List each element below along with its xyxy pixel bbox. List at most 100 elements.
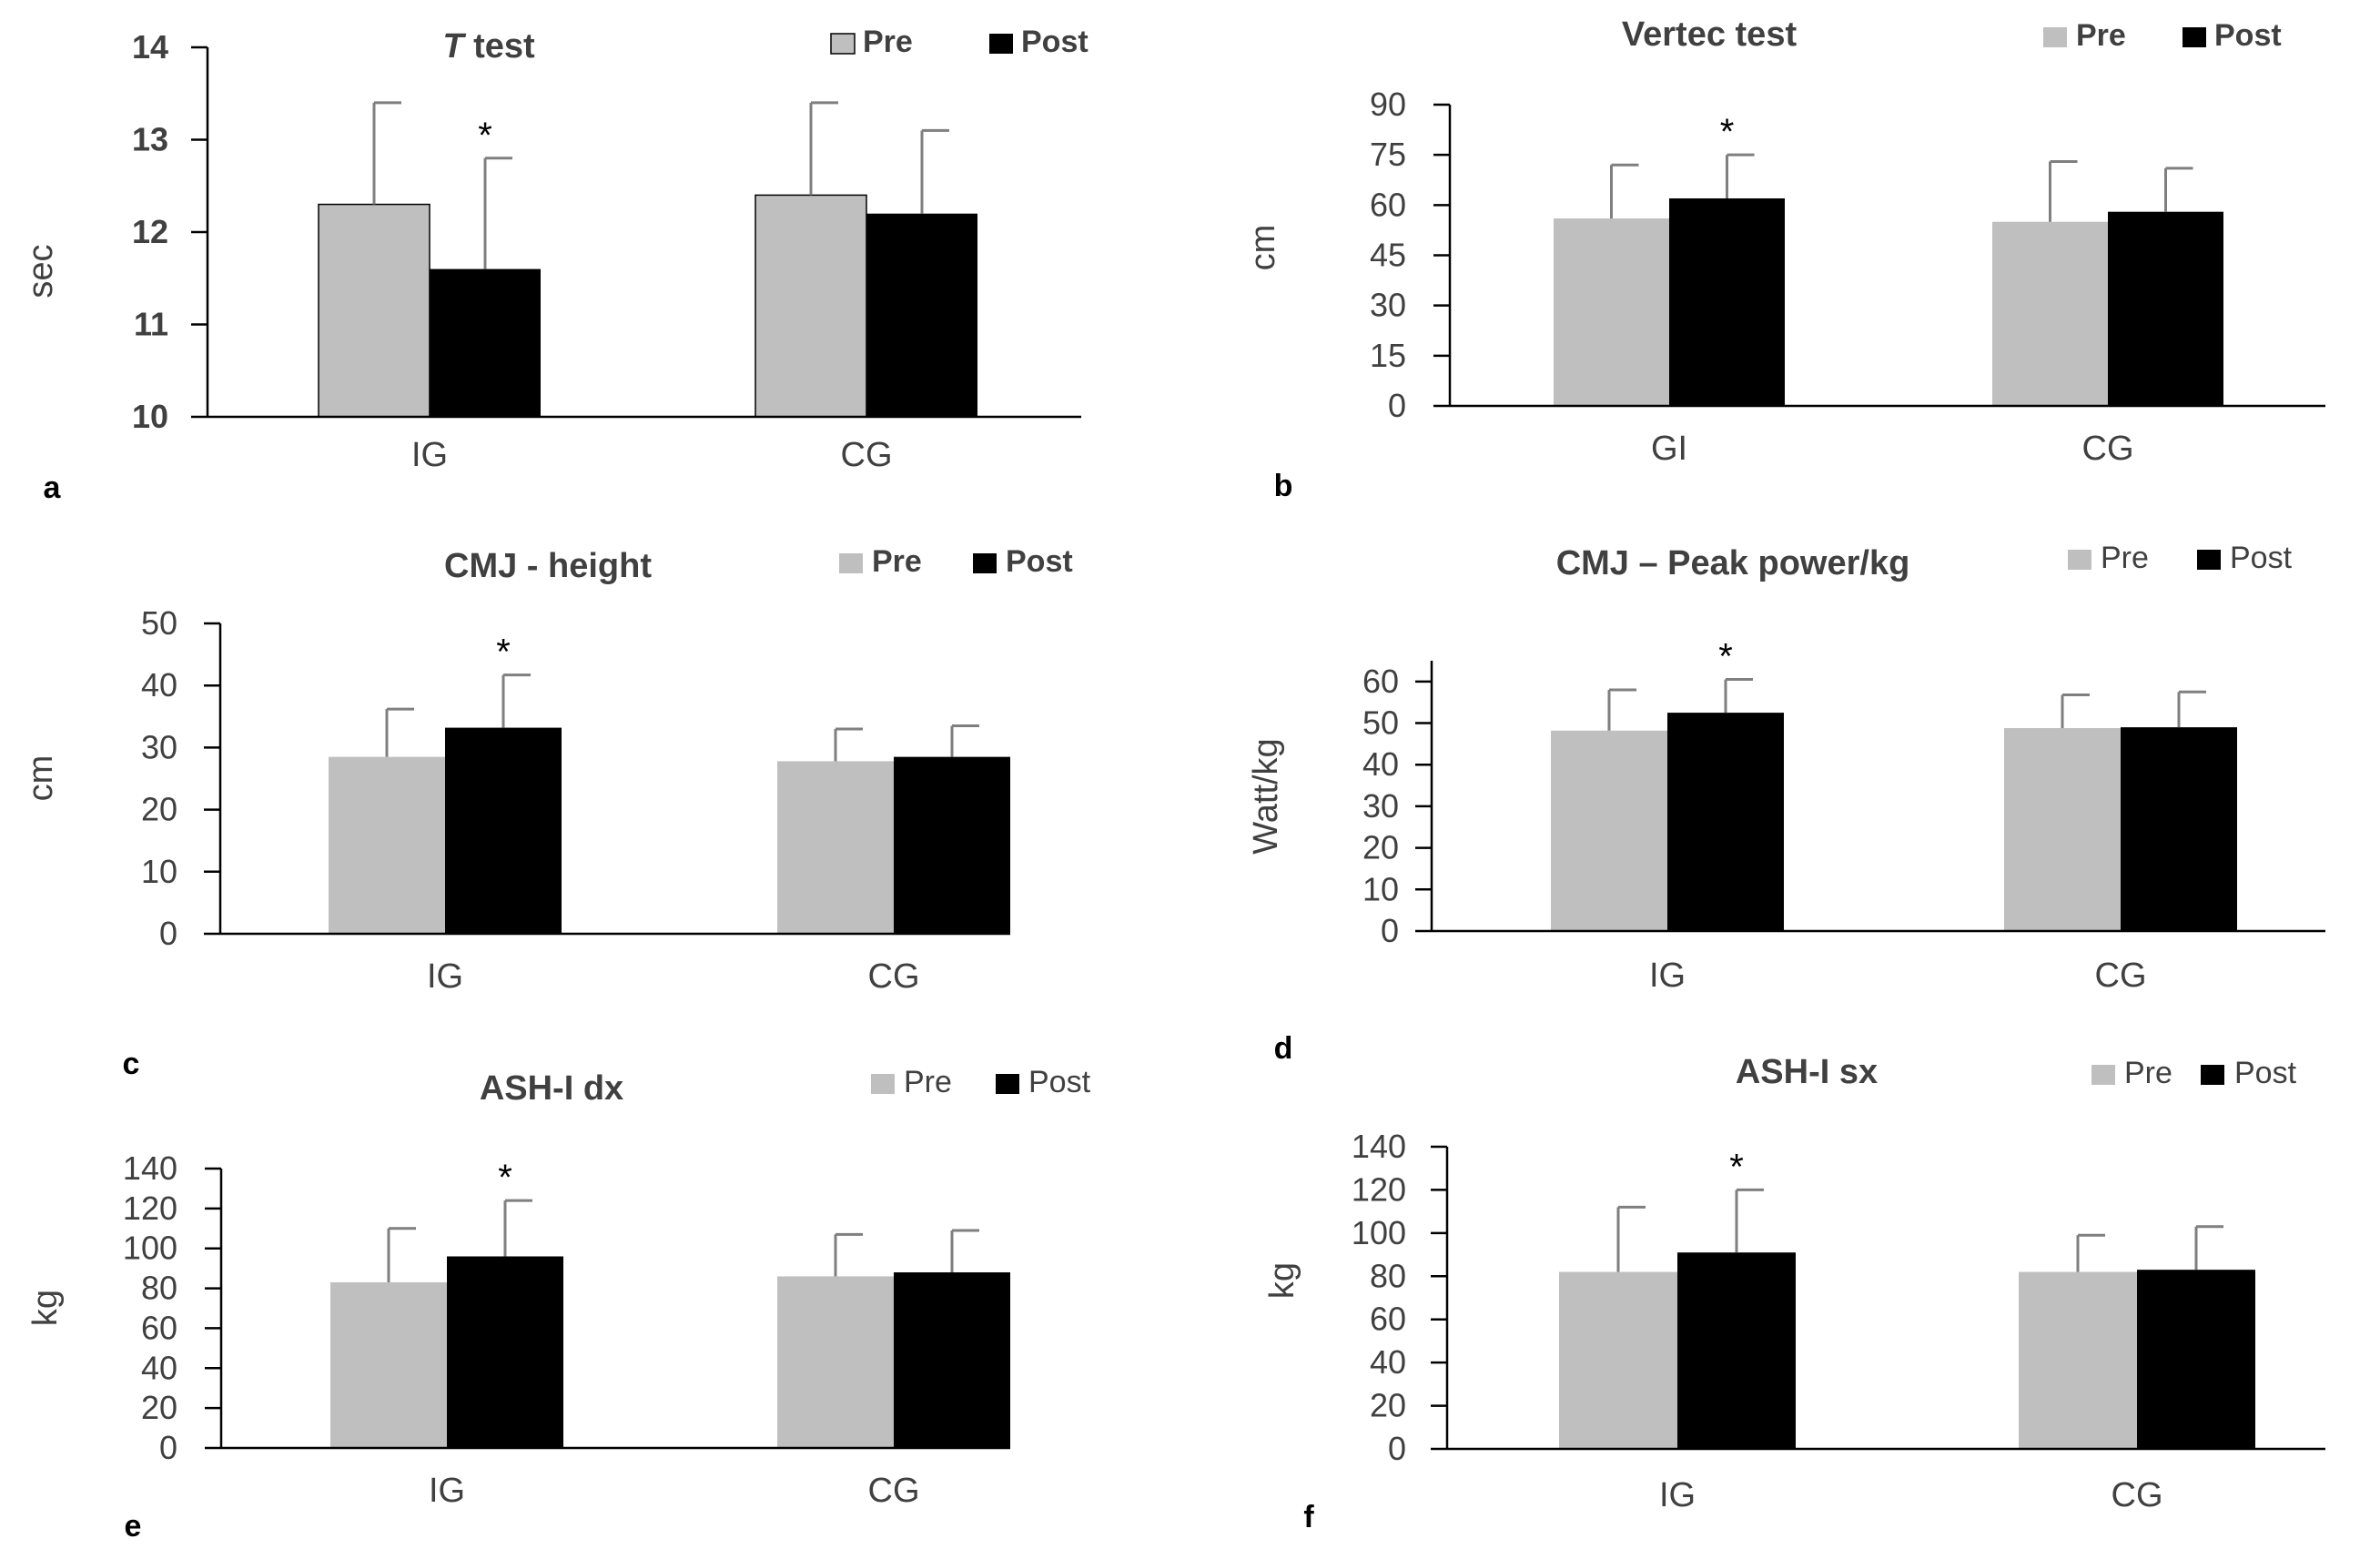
x-tick-label-cg: CG xyxy=(841,436,893,474)
y-axis-label: kg xyxy=(26,1290,65,1326)
chart-title: ASH-I dx xyxy=(480,1069,623,1108)
legend-label-post: Post xyxy=(2234,1056,2297,1090)
legend: Pre Post xyxy=(2043,18,2282,53)
legend-swatch-post xyxy=(989,34,1013,54)
bar-post-cg xyxy=(2108,211,2223,406)
bar-pre-ig xyxy=(1559,1271,1677,1449)
bar-pre-cg xyxy=(1992,221,2108,406)
y-tick-label: 15 xyxy=(1370,337,1406,374)
y-tick-label: 80 xyxy=(1370,1257,1406,1294)
y-tick-label: 0 xyxy=(159,915,177,952)
x-tick-label-cg: CG xyxy=(2095,957,2147,995)
y-tick-label: 50 xyxy=(1362,704,1399,742)
y-tick-label: 40 xyxy=(141,1349,177,1386)
legend: Pre Post xyxy=(2091,1056,2297,1090)
legend-swatch-post xyxy=(2201,1065,2224,1085)
y-tick-label: 20 xyxy=(1362,829,1399,866)
legend-swatch-post xyxy=(973,553,997,573)
y-tick-label: 20 xyxy=(141,791,177,828)
legend-label-post: Post xyxy=(2230,541,2293,575)
legend: Pre Post xyxy=(2068,541,2293,575)
panel-letter: b xyxy=(1274,469,1293,503)
y-tick-label: 40 xyxy=(1370,1343,1406,1381)
x-tick-label-ig: IG xyxy=(429,1472,465,1510)
legend-swatch-post xyxy=(2183,27,2206,47)
legend-swatch-post xyxy=(996,1074,1019,1094)
significance-marker: * xyxy=(498,1158,512,1198)
y-tick-label: 30 xyxy=(141,728,177,765)
panel-letter: d xyxy=(1274,1031,1293,1066)
bar-post-ig xyxy=(430,268,541,417)
legend-label-pre: Pre xyxy=(904,1065,952,1099)
bar-post-cg xyxy=(866,213,977,417)
chart-title: T test xyxy=(442,27,535,66)
bar-pre-ig xyxy=(329,756,445,934)
legend-swatch-pre xyxy=(830,33,856,55)
chart-panel-e: ASH-I dx Pre Post kg * IG CG 020406080100120140… xyxy=(26,1065,1091,1544)
y-tick-label: 13 xyxy=(132,121,168,158)
x-tick-label-cg: CG xyxy=(868,1472,920,1510)
bar-post-ig xyxy=(447,1256,563,1448)
bar-pre-ig xyxy=(1551,730,1667,931)
chart-panel-d: CMJ – Peak power/kg Pre Post Watt/kg * IG CG 0 1… xyxy=(1247,541,2325,1066)
legend-label-pre: Pre xyxy=(863,25,913,59)
panel-letter: c xyxy=(123,1047,140,1081)
bar-pre-cg xyxy=(755,194,867,418)
legend-label-post: Post xyxy=(1006,544,1073,579)
significance-marker: * xyxy=(1720,112,1735,152)
y-tick-label: 120 xyxy=(1352,1170,1406,1208)
y-tick-label: 30 xyxy=(1370,287,1406,324)
bar-post-ig xyxy=(445,727,562,934)
legend-label-post: Post xyxy=(2214,18,2282,53)
legend-swatch-pre xyxy=(839,553,863,573)
y-tick-label: 10 xyxy=(141,853,177,890)
bar-pre-cg xyxy=(777,1276,894,1448)
y-tick-label: 75 xyxy=(1370,136,1406,173)
y-tick-label: 20 xyxy=(1370,1387,1406,1424)
legend-label-post: Post xyxy=(1021,25,1089,59)
bar-pre-gi xyxy=(1554,218,1669,406)
y-tick-label: 20 xyxy=(141,1389,177,1426)
legend-swatch-post xyxy=(2197,550,2221,570)
y-tick-label: 12 xyxy=(132,213,168,250)
significance-marker: * xyxy=(496,633,511,673)
chart-panel-b: Vertec test Pre Post cm * GI CG 0 15 30 45 60 75 90 b xyxy=(1244,15,2325,503)
bar-post-ig xyxy=(1667,713,1784,931)
chart-title: CMJ – Peak power/kg xyxy=(1556,544,1910,582)
y-tick-label: 0 xyxy=(1388,1430,1406,1467)
significance-marker: * xyxy=(1718,637,1733,677)
chart-title: ASH-I sx xyxy=(1736,1053,1878,1091)
y-tick-label: 10 xyxy=(132,398,168,435)
y-tick-label: 60 xyxy=(1370,186,1406,223)
y-tick-label: 100 xyxy=(1352,1214,1406,1251)
bar-pre-cg xyxy=(2004,728,2121,931)
bar-post-cg xyxy=(2121,727,2237,931)
y-tick-label: 0 xyxy=(1381,912,1399,949)
legend: Pre Post xyxy=(871,1065,1091,1099)
legend-label-pre: Pre xyxy=(2076,18,2126,53)
x-tick-label-gi: GI xyxy=(1651,430,1687,468)
y-axis-label: sec xyxy=(22,244,60,298)
y-axis-label: Watt/kg xyxy=(1247,738,1285,854)
x-tick-label-ig: IG xyxy=(1649,957,1686,995)
legend-swatch-pre xyxy=(2068,550,2091,570)
legend: Pre Post xyxy=(830,25,1089,59)
bar-post-cg xyxy=(894,1272,1010,1448)
legend-swatch-pre xyxy=(2091,1065,2115,1085)
y-tick-label: 90 xyxy=(1370,86,1406,123)
bar-pre-cg xyxy=(2019,1271,2137,1449)
legend: Pre Post xyxy=(839,544,1073,579)
x-tick-label-ig: IG xyxy=(411,436,448,474)
legend-label-pre: Pre xyxy=(872,544,922,579)
chart-title: Vertec test xyxy=(1622,15,1798,54)
y-tick-label: 40 xyxy=(141,666,177,704)
x-tick-label-ig: IG xyxy=(427,957,463,996)
y-axis-label: cm xyxy=(1244,225,1282,271)
y-tick-label: 0 xyxy=(1388,387,1406,424)
y-tick-label: 10 xyxy=(1362,870,1399,907)
x-tick-label-cg: CG xyxy=(868,957,920,996)
chart-title: CMJ - height xyxy=(444,547,652,585)
y-tick-label: 50 xyxy=(141,604,177,642)
significance-marker: * xyxy=(478,116,492,156)
